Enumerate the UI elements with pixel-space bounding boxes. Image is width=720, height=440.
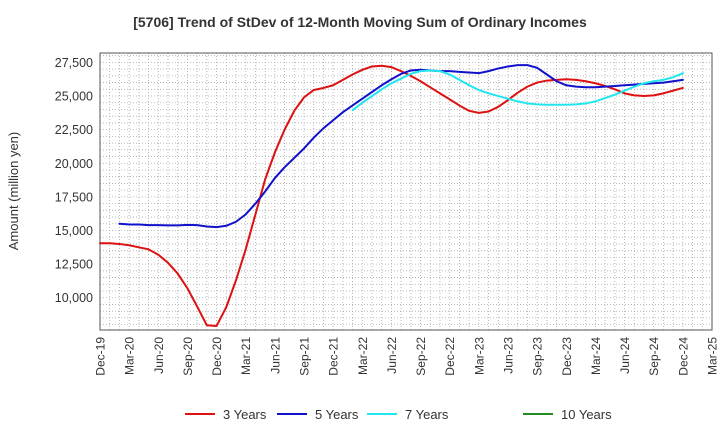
legend-label: 3 Years — [223, 407, 267, 422]
chart-title: [5706] Trend of StDev of 12-Month Moving… — [133, 14, 587, 30]
x-tick-label: Mar-20 — [123, 337, 137, 375]
series-line-5-years — [118, 64, 684, 229]
x-tick-label: Dec-19 — [94, 337, 108, 376]
legend-label: 7 Years — [405, 407, 449, 422]
x-tick-label: Dec-23 — [560, 337, 574, 376]
legend-label: 5 Years — [315, 407, 359, 422]
series-lines — [99, 64, 684, 327]
y-tick-label: 17,500 — [55, 190, 93, 204]
x-tick-label: Dec-24 — [676, 337, 690, 376]
x-tick-label: Mar-23 — [472, 337, 486, 375]
y-tick-label: 27,500 — [55, 56, 93, 70]
x-tick-label: Mar-21 — [239, 337, 253, 375]
x-tick-label: Mar-24 — [589, 337, 603, 375]
y-tick-label: 25,000 — [55, 90, 93, 104]
x-tick-label: Dec-20 — [210, 337, 224, 376]
legend: 3 Years 5 Years 7 Years 10 Years — [185, 407, 612, 422]
y-axis: 10,000 12,500 15,000 17,500 20,000 22,500 25,0… — [55, 56, 93, 305]
y-tick-label: 12,500 — [55, 258, 93, 272]
x-tick-label: Sep-21 — [298, 337, 312, 376]
x-tick-label: Sep-23 — [531, 337, 545, 376]
x-tick-label: Sep-24 — [647, 337, 661, 376]
x-tick-label: Mar-25 — [706, 337, 720, 375]
x-tick-label: Sep-22 — [414, 337, 428, 376]
plot-frame — [99, 52, 713, 331]
x-tick-label: Dec-22 — [443, 337, 457, 376]
y-tick-label: 10,000 — [55, 291, 93, 305]
y-axis-label: Amount (million yen) — [6, 132, 21, 251]
grid-lines — [100, 53, 712, 330]
x-tick-label: Jun-20 — [152, 337, 166, 374]
x-tick-label: Sep-20 — [181, 337, 195, 376]
legend-label: 10 Years — [561, 407, 612, 422]
x-tick-label: Mar-22 — [356, 337, 370, 375]
x-tick-label: Jun-23 — [502, 337, 516, 374]
series-line-7-years — [351, 69, 684, 112]
y-tick-label: 22,500 — [55, 123, 93, 137]
y-tick-label: 15,000 — [55, 224, 93, 238]
x-tick-label: Dec-21 — [327, 337, 341, 376]
x-tick-label: Jun-21 — [268, 337, 282, 374]
x-axis: Dec-19 Mar-20 Jun-20 Sep-20 Dec-20 Mar-21 Jun-… — [94, 337, 720, 376]
series-line-3-years — [99, 64, 684, 327]
y-tick-label: 20,000 — [55, 157, 93, 171]
x-tick-label: Jun-22 — [385, 337, 399, 374]
x-tick-label: Jun-24 — [618, 337, 632, 374]
